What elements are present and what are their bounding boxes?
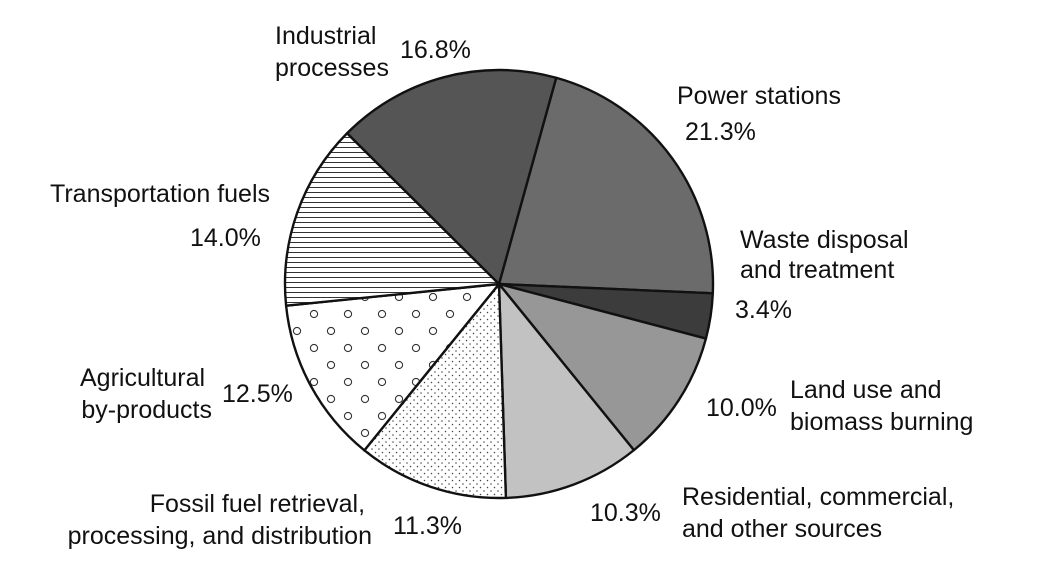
- slice-label-fossil-fuel: Fossil fuel retrieval, processing, and d…: [68, 490, 372, 550]
- slice-label-transportation: Transportation fuels: [50, 180, 270, 208]
- slice-label-industrial: Industrial processes: [275, 22, 389, 82]
- pie-slice-land-use-and-biomass-burning: [497, 282, 708, 452]
- pie-slice-fossil-fuel-retrieval-processing-and-distribution: [363, 282, 508, 500]
- slice-label-waste-disposal: Waste disposal and treatment: [740, 226, 916, 284]
- pie-slice-agricultural-by-products: [284, 282, 501, 452]
- slice-value-land-use: 10.0%: [706, 394, 777, 422]
- pie-slice-industrial-processes: [345, 68, 558, 286]
- slice-value-residential: 10.3%: [590, 499, 661, 527]
- pie-slice-power-stations: [497, 76, 715, 295]
- slice-value-waste-disposal: 3.4%: [735, 296, 792, 324]
- slice-value-agricultural: 12.5%: [222, 380, 293, 408]
- slice-value-power-stations: 21.3%: [685, 118, 756, 146]
- slice-label-land-use: Land use and biomass burning: [790, 376, 973, 436]
- slice-label-agricultural: Agricultural by-products: [80, 364, 212, 424]
- slice-label-power-stations: Power stations: [677, 82, 841, 110]
- slice-value-transportation: 14.0%: [190, 224, 261, 252]
- pie-slice-transportation-fuels: [283, 132, 501, 307]
- slice-label-residential: Residential, commercial, and other sourc…: [682, 483, 961, 543]
- pie-slice-residential-commercial-and-other-sources: [497, 282, 636, 500]
- slice-value-fossil-fuel: 11.3%: [393, 512, 462, 540]
- slice-value-industrial: 16.8%: [400, 36, 471, 64]
